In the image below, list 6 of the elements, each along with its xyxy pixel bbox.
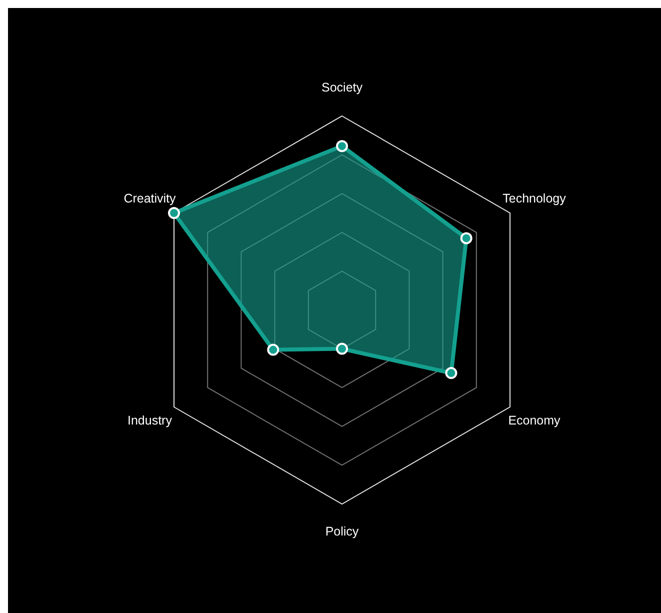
spoke-label: Creativity: [124, 191, 177, 206]
spoke-label: Policy: [325, 524, 360, 538]
spoke-label: Technology: [502, 191, 567, 206]
spoke-label: Economy: [508, 413, 562, 428]
spoke-label: Society: [322, 80, 364, 94]
spoke-label: Industry: [128, 413, 173, 428]
